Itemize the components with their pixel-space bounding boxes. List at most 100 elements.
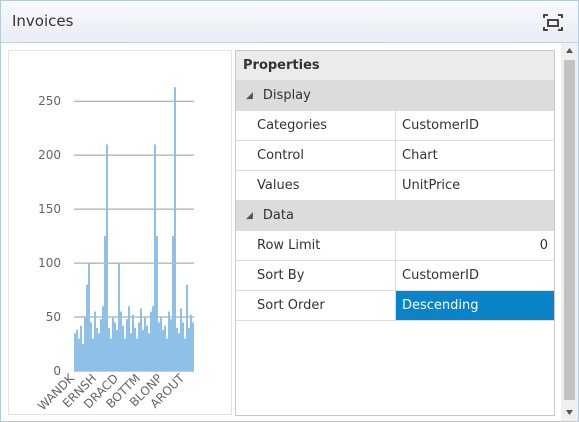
header: [1, 1, 578, 43]
bar: [178, 333, 180, 371]
bar: [116, 329, 118, 371]
bar: [160, 317, 162, 371]
property-name: Sort By: [236, 261, 396, 290]
y-tick-label: 100: [38, 256, 61, 270]
bar: [132, 314, 134, 371]
bar: [112, 317, 114, 371]
section-name: Display: [262, 88, 311, 103]
grid-title: Properties: [243, 58, 320, 73]
bar: [148, 333, 150, 371]
bar: [186, 284, 188, 371]
property-value: Descending: [396, 291, 554, 320]
bar: [114, 322, 116, 371]
bar: [106, 144, 108, 371]
bar: [188, 327, 190, 371]
bar: [94, 311, 96, 371]
bar: [174, 87, 176, 371]
property-name: Row Limit: [236, 231, 396, 260]
bar: [150, 311, 152, 371]
bar: [74, 333, 76, 371]
bar: [180, 308, 182, 371]
bar: [76, 329, 78, 371]
property-value: CustomerID: [402, 118, 479, 133]
bar: [158, 322, 160, 371]
bar: [154, 144, 156, 371]
bar: [138, 322, 140, 371]
bar: [82, 344, 84, 371]
bar: [144, 317, 146, 371]
bar: [88, 263, 90, 371]
bar: [152, 306, 154, 371]
bar: [192, 322, 194, 371]
property-row[interactable]: Values UnitPrice: [236, 171, 554, 201]
bar: [162, 329, 164, 371]
chart: 050100150200250WANDKERNSHDRACDBOTTMBLONP…: [35, 87, 194, 413]
bar: [142, 329, 144, 371]
property-value: 0: [539, 238, 548, 253]
bar: [124, 338, 126, 371]
bar: [102, 306, 104, 371]
bar: [86, 284, 88, 371]
bar: [104, 236, 106, 371]
bar: [172, 236, 174, 371]
bar: [140, 308, 142, 371]
bar: [92, 338, 94, 371]
chart-box: 0 50 100 150 200 250 WANDK ERNSH DRACD BOTTM BLONP…: [8, 50, 232, 415]
bar: [100, 319, 102, 371]
property-value: Chart: [402, 148, 438, 163]
bar: [122, 325, 124, 371]
property-value: UnitPrice: [402, 178, 461, 193]
bar: [176, 327, 178, 371]
bar: [96, 327, 98, 371]
bar: [90, 322, 92, 371]
y-tick-label: 0: [53, 364, 61, 378]
property-row[interactable]: Control Chart: [236, 141, 554, 171]
y-tick-label: 150: [38, 202, 61, 216]
section-header[interactable]: ◢ Display: [236, 81, 554, 111]
bar: [118, 263, 120, 371]
y-tick-label: 250: [38, 94, 61, 108]
property-row[interactable]: Sort Order Descending: [236, 291, 554, 321]
bar: [120, 311, 122, 371]
bar: [156, 236, 158, 371]
bar: [182, 322, 184, 371]
expand-icon[interactable]: ◢: [246, 210, 253, 221]
section-name: Data: [262, 208, 294, 223]
bar: [166, 338, 168, 371]
property-name: Control: [236, 141, 396, 170]
section-header[interactable]: ◢ Data: [236, 201, 554, 231]
property-row[interactable]: Sort By CustomerID: [236, 261, 554, 291]
bar: [108, 327, 110, 371]
scrollbar[interactable]: [561, 43, 578, 421]
bar: [146, 325, 148, 371]
grid-header: Properties: [236, 51, 554, 81]
bar: [110, 338, 112, 371]
y-tick-label: 200: [38, 148, 61, 162]
property-name: Categories: [236, 111, 396, 140]
bar: [84, 317, 86, 371]
bar: [134, 327, 136, 371]
scroll-thumb[interactable]: [564, 60, 575, 400]
maximize-button[interactable]: [541, 12, 565, 34]
bar: [98, 333, 100, 371]
bar: [136, 338, 138, 371]
bar: [190, 314, 192, 371]
expand-icon[interactable]: ◢: [246, 90, 253, 101]
bar: [128, 306, 130, 371]
property-name: Values: [236, 171, 396, 200]
bar: [80, 325, 82, 371]
bar: [130, 333, 132, 371]
bar: [168, 311, 170, 371]
bar: [78, 338, 80, 371]
property-row[interactable]: Categories CustomerID: [236, 111, 554, 141]
bar: [184, 338, 186, 371]
bar: [170, 319, 172, 371]
y-tick-label: 50: [46, 310, 61, 324]
property-name: Sort Order: [236, 291, 396, 320]
property-row[interactable]: Row Limit 0: [236, 231, 554, 261]
property-value: CustomerID: [402, 268, 479, 283]
bar: [126, 319, 128, 371]
panel-title: Invoices: [12, 12, 74, 30]
bar: [164, 325, 166, 371]
